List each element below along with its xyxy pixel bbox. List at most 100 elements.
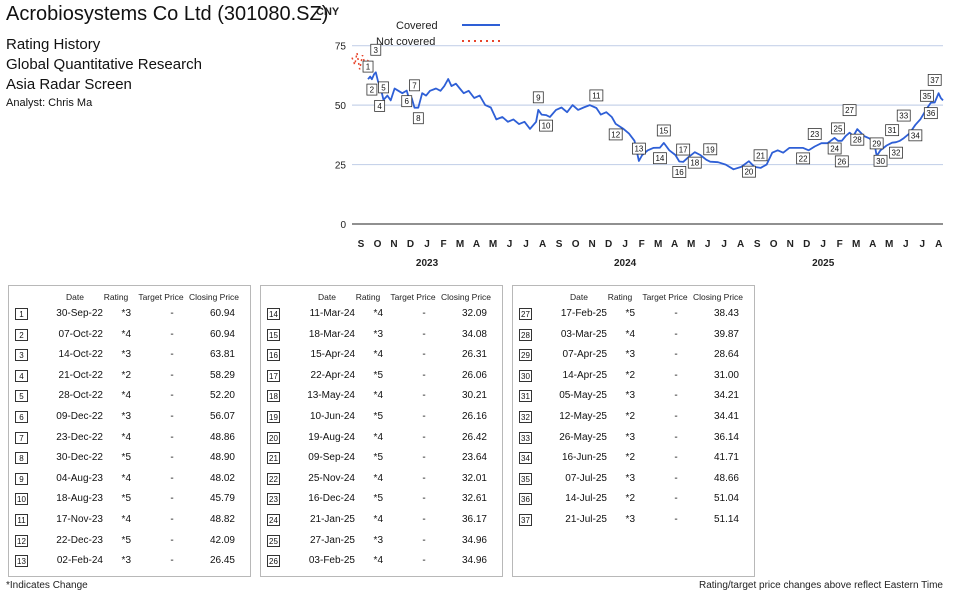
row-target-price: - <box>170 472 174 484</box>
row-rating: *4 <box>373 390 383 402</box>
row-rating: *3 <box>373 534 383 546</box>
rating-marker-box <box>589 89 604 102</box>
rating-marker-label: 13 <box>634 145 643 154</box>
row-date: 21-Jan-25 <box>309 514 355 525</box>
table-row: 27 17-Feb-25 *5 - 38.43 <box>513 304 754 325</box>
row-rating: *5 <box>373 369 383 381</box>
row-date: 03-Feb-25 <box>308 555 355 567</box>
rating-marker-box <box>908 129 923 142</box>
x-tick-label: A <box>869 239 876 250</box>
x-tick-label: J <box>820 239 826 250</box>
rating-marker-box <box>401 95 413 108</box>
row-rating: *5 <box>121 534 131 546</box>
table-row: 34 16-Jun-25 *2 - 41.71 <box>513 448 754 469</box>
row-date: 30-Sep-22 <box>56 308 103 319</box>
table-row: 14 11-Mar-24 *4 - 32.09 <box>261 304 502 325</box>
rating-marker-label: 28 <box>853 136 862 145</box>
table-row: 26 03-Feb-25 *4 - 34.96 <box>261 551 502 572</box>
rating-marker-box <box>370 43 382 56</box>
rating-marker-label: 33 <box>899 112 908 121</box>
row-index: 24 <box>267 514 280 526</box>
row-index: 27 <box>519 308 532 320</box>
rating-marker-label: 34 <box>911 131 920 140</box>
x-tick-label: J <box>424 239 430 250</box>
row-date: 04-Aug-23 <box>56 472 103 484</box>
row-target-price: - <box>170 349 174 361</box>
row-target-price: - <box>170 534 174 546</box>
row-index: 15 <box>267 328 280 341</box>
x-tick-label: J <box>721 239 727 250</box>
row-target-price: - <box>422 390 426 402</box>
row-index: 14 <box>267 308 280 320</box>
row-rating: *4 <box>121 514 131 525</box>
row-date: 15-Apr-24 <box>310 349 355 361</box>
row-closing-price: 36.17 <box>461 514 487 525</box>
analyst-name: Analyst: Chris Ma <box>6 97 93 109</box>
x-tick-label: A <box>539 239 546 250</box>
table-row: 20 19-Aug-24 *4 - 26.42 <box>261 428 502 449</box>
y-axis-label: CNY <box>316 6 340 18</box>
table-row: 17 22-Apr-24 *5 - 26.06 <box>261 366 502 387</box>
table-header-closing-price: Closing Price <box>440 292 492 302</box>
row-target-price: - <box>674 308 678 319</box>
row-index: 32 <box>519 411 532 423</box>
rating-marker-box <box>676 143 691 156</box>
row-index: 30 <box>519 369 532 382</box>
row-target-price: - <box>170 514 174 525</box>
row-rating: *4 <box>373 308 383 319</box>
rating-marker-box <box>653 152 667 165</box>
row-date: 17-Nov-23 <box>56 514 103 525</box>
row-index: 2 <box>15 328 28 341</box>
footnote-change: *Indicates Change <box>6 580 88 591</box>
table-row: 9 04-Aug-23 *4 - 48.02 <box>9 469 250 490</box>
table-row: 36 14-Jul-25 *2 - 51.04 <box>513 489 754 510</box>
rating-marker-label: 11 <box>592 91 601 100</box>
row-rating: *3 <box>121 308 131 319</box>
row-index: 8 <box>15 452 28 465</box>
x-tick-label: J <box>903 239 909 250</box>
row-index: 13 <box>15 555 28 568</box>
rating-marker-box <box>632 142 646 155</box>
rating-marker-label: 36 <box>926 109 935 118</box>
row-index: 35 <box>519 472 532 485</box>
rating-marker-label: 18 <box>690 159 699 168</box>
row-index: 19 <box>267 411 280 423</box>
table-row: 11 17-Nov-23 *4 - 48.82 <box>9 510 250 531</box>
row-index: 11 <box>15 514 28 526</box>
row-date: 14-Oct-22 <box>58 349 103 361</box>
row-date: 14-Apr-25 <box>562 369 607 381</box>
rating-marker-box <box>656 124 671 137</box>
x-tick-label: S <box>358 239 365 250</box>
row-target-price: - <box>170 369 174 381</box>
subtitle-rating-history: Rating History <box>6 36 101 53</box>
row-target-price: - <box>422 452 426 464</box>
row-target-price: - <box>170 411 174 422</box>
table-row: 15 18-Mar-24 *3 - 34.08 <box>261 325 502 346</box>
x-tick-label: M <box>456 239 464 250</box>
row-date: 23-Dec-22 <box>56 431 103 443</box>
y-tick-label: 75 <box>335 42 347 53</box>
table-row: 1 30-Sep-22 *3 - 60.94 <box>9 304 250 325</box>
row-target-price: - <box>170 328 174 340</box>
table-header-rating: Rating <box>355 292 381 302</box>
row-target-price: - <box>674 472 678 484</box>
footnote-timezone: Rating/target price changes above reflec… <box>698 580 943 591</box>
x-tick-label: D <box>803 239 810 250</box>
table-row: 13 02-Feb-24 *3 - 26.45 <box>9 551 250 572</box>
row-target-price: - <box>422 493 426 505</box>
rating-marker-box <box>850 133 865 146</box>
table-row: 23 16-Dec-24 *5 - 32.61 <box>261 489 502 510</box>
rating-marker-label: 15 <box>659 126 668 135</box>
rating-marker-box <box>831 122 845 135</box>
x-tick-label: A <box>671 239 678 250</box>
x-tick-label: O <box>572 239 580 250</box>
row-date: 21-Jul-25 <box>565 514 607 525</box>
rating-marker-box <box>827 142 842 155</box>
row-date: 02-Feb-24 <box>56 555 103 567</box>
row-target-price: - <box>170 452 174 464</box>
row-closing-price: 36.14 <box>713 431 739 443</box>
row-closing-price: 48.02 <box>209 472 235 484</box>
table-row: 12 22-Dec-23 *5 - 42.09 <box>9 531 250 552</box>
row-target-price: - <box>170 390 174 402</box>
rating-marker-label: 12 <box>611 130 620 139</box>
